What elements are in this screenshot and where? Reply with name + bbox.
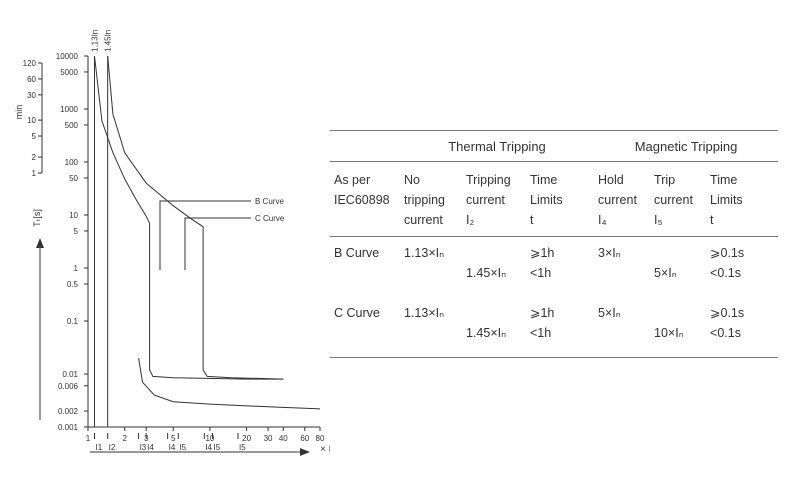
trip-cell: 1.45×Iₙ (462, 237, 526, 298)
column-header: Time Limits t (526, 161, 595, 237)
y-tick-label: 5 (74, 227, 79, 236)
row-label: B Curve (334, 246, 380, 260)
table-corner (330, 130, 400, 162)
seconds-axis-title: Tₜ[s] (32, 209, 42, 227)
magnetic-time-cell: ⩾0.1s <0.1s (706, 297, 779, 358)
y-tick-label: 50 (69, 174, 78, 183)
thermal-time-cell: ⩾1h <1h (530, 246, 555, 280)
y-tick-label: 0.5 (67, 280, 79, 289)
magnetic-trip-value: 10×Iₙ (654, 326, 684, 340)
column-header: Hold current I₄ (594, 161, 651, 237)
current-marker-label: I3 (140, 443, 147, 452)
current-marker-label: I5 (179, 443, 186, 452)
minutes-tick-label: 30 (27, 91, 36, 100)
column-header: Tripping current I₂ (462, 161, 526, 237)
x-tick-label: 40 (279, 434, 288, 443)
current-marker-label: I2 (109, 443, 116, 452)
x-tick-label: 60 (300, 434, 309, 443)
x-axis-title: × Iₙ (320, 444, 330, 455)
minutes-tick-label: 120 (23, 59, 37, 68)
magnetic-trip-value: 5×Iₙ (654, 266, 677, 280)
group-header-row: Thermal Tripping Magnetic Tripping (330, 130, 779, 162)
curve-c-curve (107, 55, 284, 380)
hold-cell: 3×Iₙ (598, 246, 621, 260)
y-tick-label: 1 (74, 264, 79, 273)
tripping-table-container: Thermal Tripping Magnetic Tripping As pe… (330, 130, 779, 358)
trip-cell: 1.45×Iₙ (462, 297, 526, 358)
current-marker-label: I5 (213, 443, 220, 452)
tripping-curve-chart: 0.001 0.002 0.006 0.01 0.1 0.5 1 5 10 50 100 500 100… (14, 30, 330, 456)
table-row: B Curve 1.13×Iₙ 1.45×Iₙ ⩾1h <1h 3×Iₙ 5×I… (330, 237, 778, 298)
y-tick-label: 10 (69, 211, 78, 220)
y-tick-label: 0.002 (58, 407, 79, 416)
y-tick-label: 0.1 (67, 317, 79, 326)
chart-curves (93, 55, 321, 427)
table-row: C Curve 1.13×Iₙ 1.45×Iₙ ⩾1h <1h 5×Iₙ 10×… (330, 297, 779, 358)
hold-cell: 5×Iₙ (594, 297, 651, 358)
magnetic-time-cell: ⩾0.1s <0.1s (710, 246, 745, 280)
current-marker-label: I4 (205, 443, 212, 452)
x-axis-arrowhead (300, 448, 310, 456)
y-tick-label: 0.001 (58, 423, 79, 432)
x-tick-label: 2 (122, 434, 127, 443)
curve-magnetic-minimum (138, 357, 321, 410)
minutes-tick-label: 10 (27, 116, 36, 125)
column-header-row: As per IEC60898 No tripping current Trip… (330, 161, 779, 237)
legend-label: B Curve (255, 197, 284, 206)
vertical-reference-label: 1.13In (90, 30, 99, 52)
column-header: Time Limits t (706, 161, 779, 237)
curve-b-curve (94, 55, 284, 380)
x-tick-label: 5 (171, 434, 176, 443)
magnetic-tripping-header: Magnetic Tripping (594, 130, 779, 162)
current-marker-label: I4 (147, 443, 154, 452)
x-tick-label: 10 (205, 434, 214, 443)
minutes-tick-label: 60 (27, 75, 36, 84)
legend-label: C Curve (255, 214, 285, 223)
x-tick-label: 80 (316, 434, 325, 443)
chart-ticks: 0.001 0.002 0.006 0.01 0.1 0.5 1 5 10 50 100 500 100… (23, 52, 325, 443)
x-tick-label: 20 (242, 434, 251, 443)
thermal-tripping-header: Thermal Tripping (400, 130, 595, 162)
current-marker-label: I1 (95, 443, 102, 452)
column-header: As per IEC60898 (330, 161, 400, 237)
minutes-tick-label: 2 (32, 153, 37, 162)
column-header: Trip current I₅ (650, 161, 707, 237)
trip-value: 1.45×Iₙ (466, 266, 507, 280)
row-label: C Curve (330, 297, 400, 358)
y-tick-label: 500 (65, 121, 79, 130)
trip-value: 1.45×Iₙ (466, 326, 507, 340)
no-trip-cell: 1.13×Iₙ (400, 297, 462, 358)
current-marker-label: I5 (239, 443, 246, 452)
minutes-tick-label: 1 (32, 169, 37, 178)
tripping-characteristics-table: Thermal Tripping Magnetic Tripping As pe… (330, 130, 779, 358)
chart-axes (36, 56, 320, 456)
thermal-time-cell: ⩾1h <1h (526, 297, 595, 358)
y-tick-label: 1000 (60, 105, 78, 114)
column-header: No tripping current (400, 161, 462, 237)
seconds-axis-arrowhead (36, 238, 44, 248)
y-tick-label: 0.006 (58, 382, 79, 391)
minutes-axis-title: min (14, 105, 24, 120)
magnetic-trip-cell: 10×Iₙ (650, 297, 707, 358)
x-tick-label: 1 (86, 434, 91, 443)
x-tick-label: 30 (264, 434, 273, 443)
magnetic-trip-cell: 5×Iₙ (650, 237, 706, 298)
vertical-reference-label: 1.45In (104, 30, 113, 52)
y-tick-label: 10000 (56, 52, 79, 61)
y-tick-label: 5000 (60, 68, 78, 77)
y-tick-label: 100 (65, 158, 79, 167)
legend-leader-line (159, 200, 251, 270)
no-trip-cell: 1.13×Iₙ (404, 246, 445, 260)
y-tick-label: 0.01 (62, 370, 78, 379)
minutes-tick-label: 5 (32, 132, 37, 141)
current-marker-label: I4 (169, 443, 176, 452)
legend-leader-line (184, 217, 251, 270)
